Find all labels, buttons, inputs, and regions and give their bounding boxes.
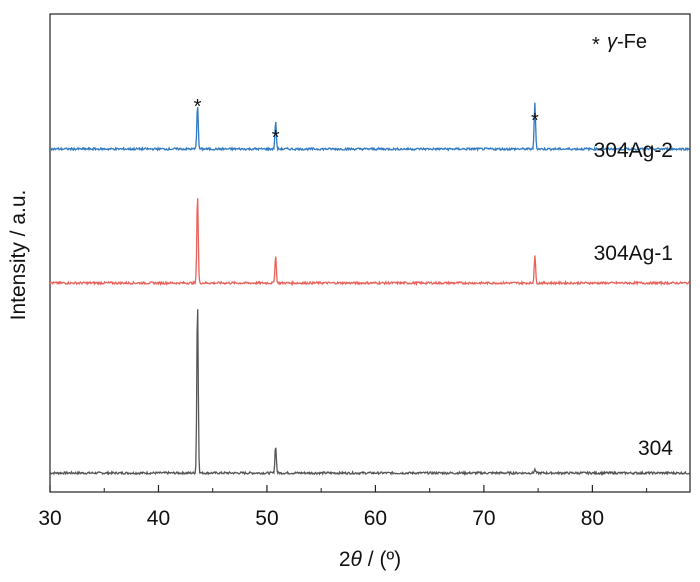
x-tick-label: 70 bbox=[472, 507, 495, 530]
legend-marker: * bbox=[592, 34, 600, 56]
peak-marker: * bbox=[194, 96, 202, 118]
series-line-304 bbox=[49, 309, 691, 477]
x-tick-label: 30 bbox=[38, 507, 61, 530]
x-tick-label: 60 bbox=[364, 507, 387, 530]
peak-marker: * bbox=[272, 127, 280, 149]
legend-label: γ-Fe bbox=[607, 31, 647, 53]
legend-gamma: γ bbox=[607, 31, 618, 53]
x-tick-label: 80 bbox=[581, 507, 604, 530]
plot-frame bbox=[49, 13, 691, 493]
y-axis-label: Intensity / a.u. bbox=[7, 190, 30, 321]
x-axis-label: 2θ / (º) bbox=[339, 548, 401, 571]
series-line-304ag-2 bbox=[49, 102, 691, 152]
x-axis-label-suffix: / (º) bbox=[362, 548, 401, 571]
x-tick-label: 40 bbox=[147, 507, 170, 530]
series-label-304ag-2: 304Ag-2 bbox=[594, 139, 673, 162]
x-axis-label-prefix: 2 bbox=[339, 548, 351, 571]
series-traces bbox=[49, 102, 691, 477]
peak-markers: * * * bbox=[194, 96, 539, 149]
x-axis: 30 40 50 60 70 80 bbox=[38, 485, 648, 530]
series-label-304ag-1: 304Ag-1 bbox=[594, 242, 673, 265]
x-tick-label: 50 bbox=[255, 507, 278, 530]
legend: * γ-Fe bbox=[592, 31, 647, 56]
legend-fe: -Fe bbox=[617, 31, 647, 53]
series-line-304ag-1 bbox=[49, 198, 691, 287]
series-labels: 304 304Ag-1 304Ag-2 bbox=[594, 139, 674, 460]
series-label-304: 304 bbox=[638, 437, 673, 460]
x-axis-label-theta: θ bbox=[351, 548, 363, 571]
peak-marker: * bbox=[531, 110, 539, 132]
